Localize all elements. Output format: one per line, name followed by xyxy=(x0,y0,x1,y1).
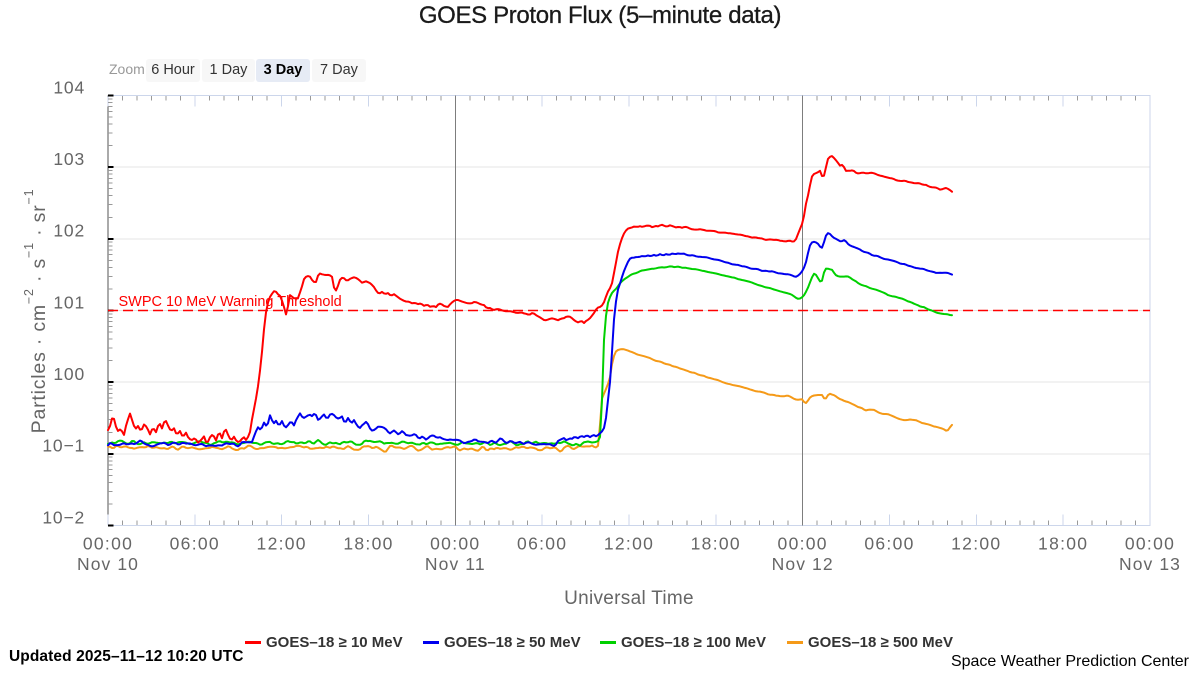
svg-text:Nov 11: Nov 11 xyxy=(425,554,486,574)
svg-text:12:00: 12:00 xyxy=(604,534,654,554)
svg-text:06:00: 06:00 xyxy=(517,534,567,554)
svg-text:100: 100 xyxy=(53,364,85,384)
svg-text:Nov 13: Nov 13 xyxy=(1119,554,1181,574)
svg-text:Universal Time: Universal Time xyxy=(564,588,694,609)
svg-text:18:00: 18:00 xyxy=(691,534,741,554)
svg-text:SWPC 10 MeV Warning Threshold: SWPC 10 MeV Warning Threshold xyxy=(119,294,342,310)
svg-text:18:00: 18:00 xyxy=(343,534,393,554)
svg-text:12:00: 12:00 xyxy=(257,534,307,554)
svg-text:00:00: 00:00 xyxy=(778,534,828,554)
svg-text:10−2: 10−2 xyxy=(42,507,85,527)
svg-text:12:00: 12:00 xyxy=(951,534,1001,554)
svg-text:Nov 10: Nov 10 xyxy=(77,554,139,574)
svg-text:Particles · cm−2 · s−1 · sr−1: Particles · cm−2 · s−1 · sr−1 xyxy=(22,189,50,434)
svg-text:101: 101 xyxy=(53,292,85,312)
svg-text:00:00: 00:00 xyxy=(430,534,480,554)
svg-text:00:00: 00:00 xyxy=(83,534,133,554)
svg-text:00:00: 00:00 xyxy=(1125,534,1175,554)
svg-text:103: 103 xyxy=(53,149,85,169)
svg-text:10−1: 10−1 xyxy=(42,436,85,456)
svg-text:18:00: 18:00 xyxy=(1038,534,1088,554)
svg-text:06:00: 06:00 xyxy=(170,534,220,554)
svg-text:104: 104 xyxy=(53,77,85,97)
svg-text:06:00: 06:00 xyxy=(864,534,914,554)
svg-text:Nov 12: Nov 12 xyxy=(772,554,834,574)
svg-text:102: 102 xyxy=(53,221,85,241)
